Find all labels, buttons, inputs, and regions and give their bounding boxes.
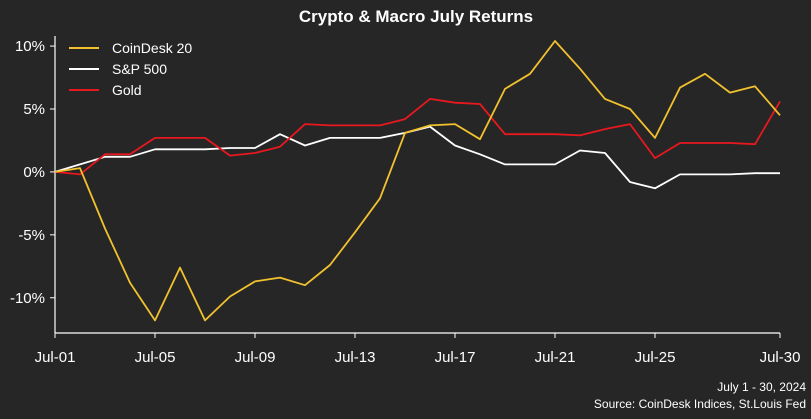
y-tick-label: -10% (10, 290, 45, 307)
y-ticks: 10% 5% 0% -5% -10% (10, 38, 55, 307)
axes (54, 36, 780, 334)
x-tick-label: Jul-13 (335, 349, 376, 366)
chart-title: Crypto & Macro July Returns (299, 7, 533, 26)
x-ticks: Jul-01 Jul-05 Jul-09 Jul-13 Jul-17 Jul-21 Jul-… (35, 333, 801, 366)
x-tick-label: Jul-01 (35, 349, 76, 366)
legend-label-sp500: S&P 500 (112, 61, 167, 77)
series-lines (54, 40, 781, 322)
legend-label-coindesk: CoinDesk 20 (112, 40, 192, 56)
y-tick-label: 10% (15, 38, 45, 55)
x-tick-label: Jul-30 (760, 349, 801, 366)
legend-label-gold: Gold (112, 82, 142, 98)
y-tick-label: -5% (18, 227, 45, 244)
y-tick-label: 0% (23, 164, 45, 181)
footnote-source: Source: CoinDesk Indices, St.Louis Fed (594, 397, 806, 411)
series-line-coindesk-20 (54, 40, 781, 322)
x-tick-label: Jul-05 (135, 349, 176, 366)
legend: CoinDesk 20 S&P 500 Gold (69, 40, 192, 98)
x-tick-label: Jul-25 (635, 349, 676, 366)
footnote-date-range: July 1 - 30, 2024 (717, 380, 806, 394)
x-tick-label: Jul-09 (235, 349, 276, 366)
y-tick-label: 5% (23, 101, 45, 118)
x-tick-label: Jul-21 (535, 349, 576, 366)
series-line-sp-500 (54, 125, 780, 190)
x-tick-label: Jul-17 (435, 349, 476, 366)
series-line-gold (54, 98, 781, 176)
